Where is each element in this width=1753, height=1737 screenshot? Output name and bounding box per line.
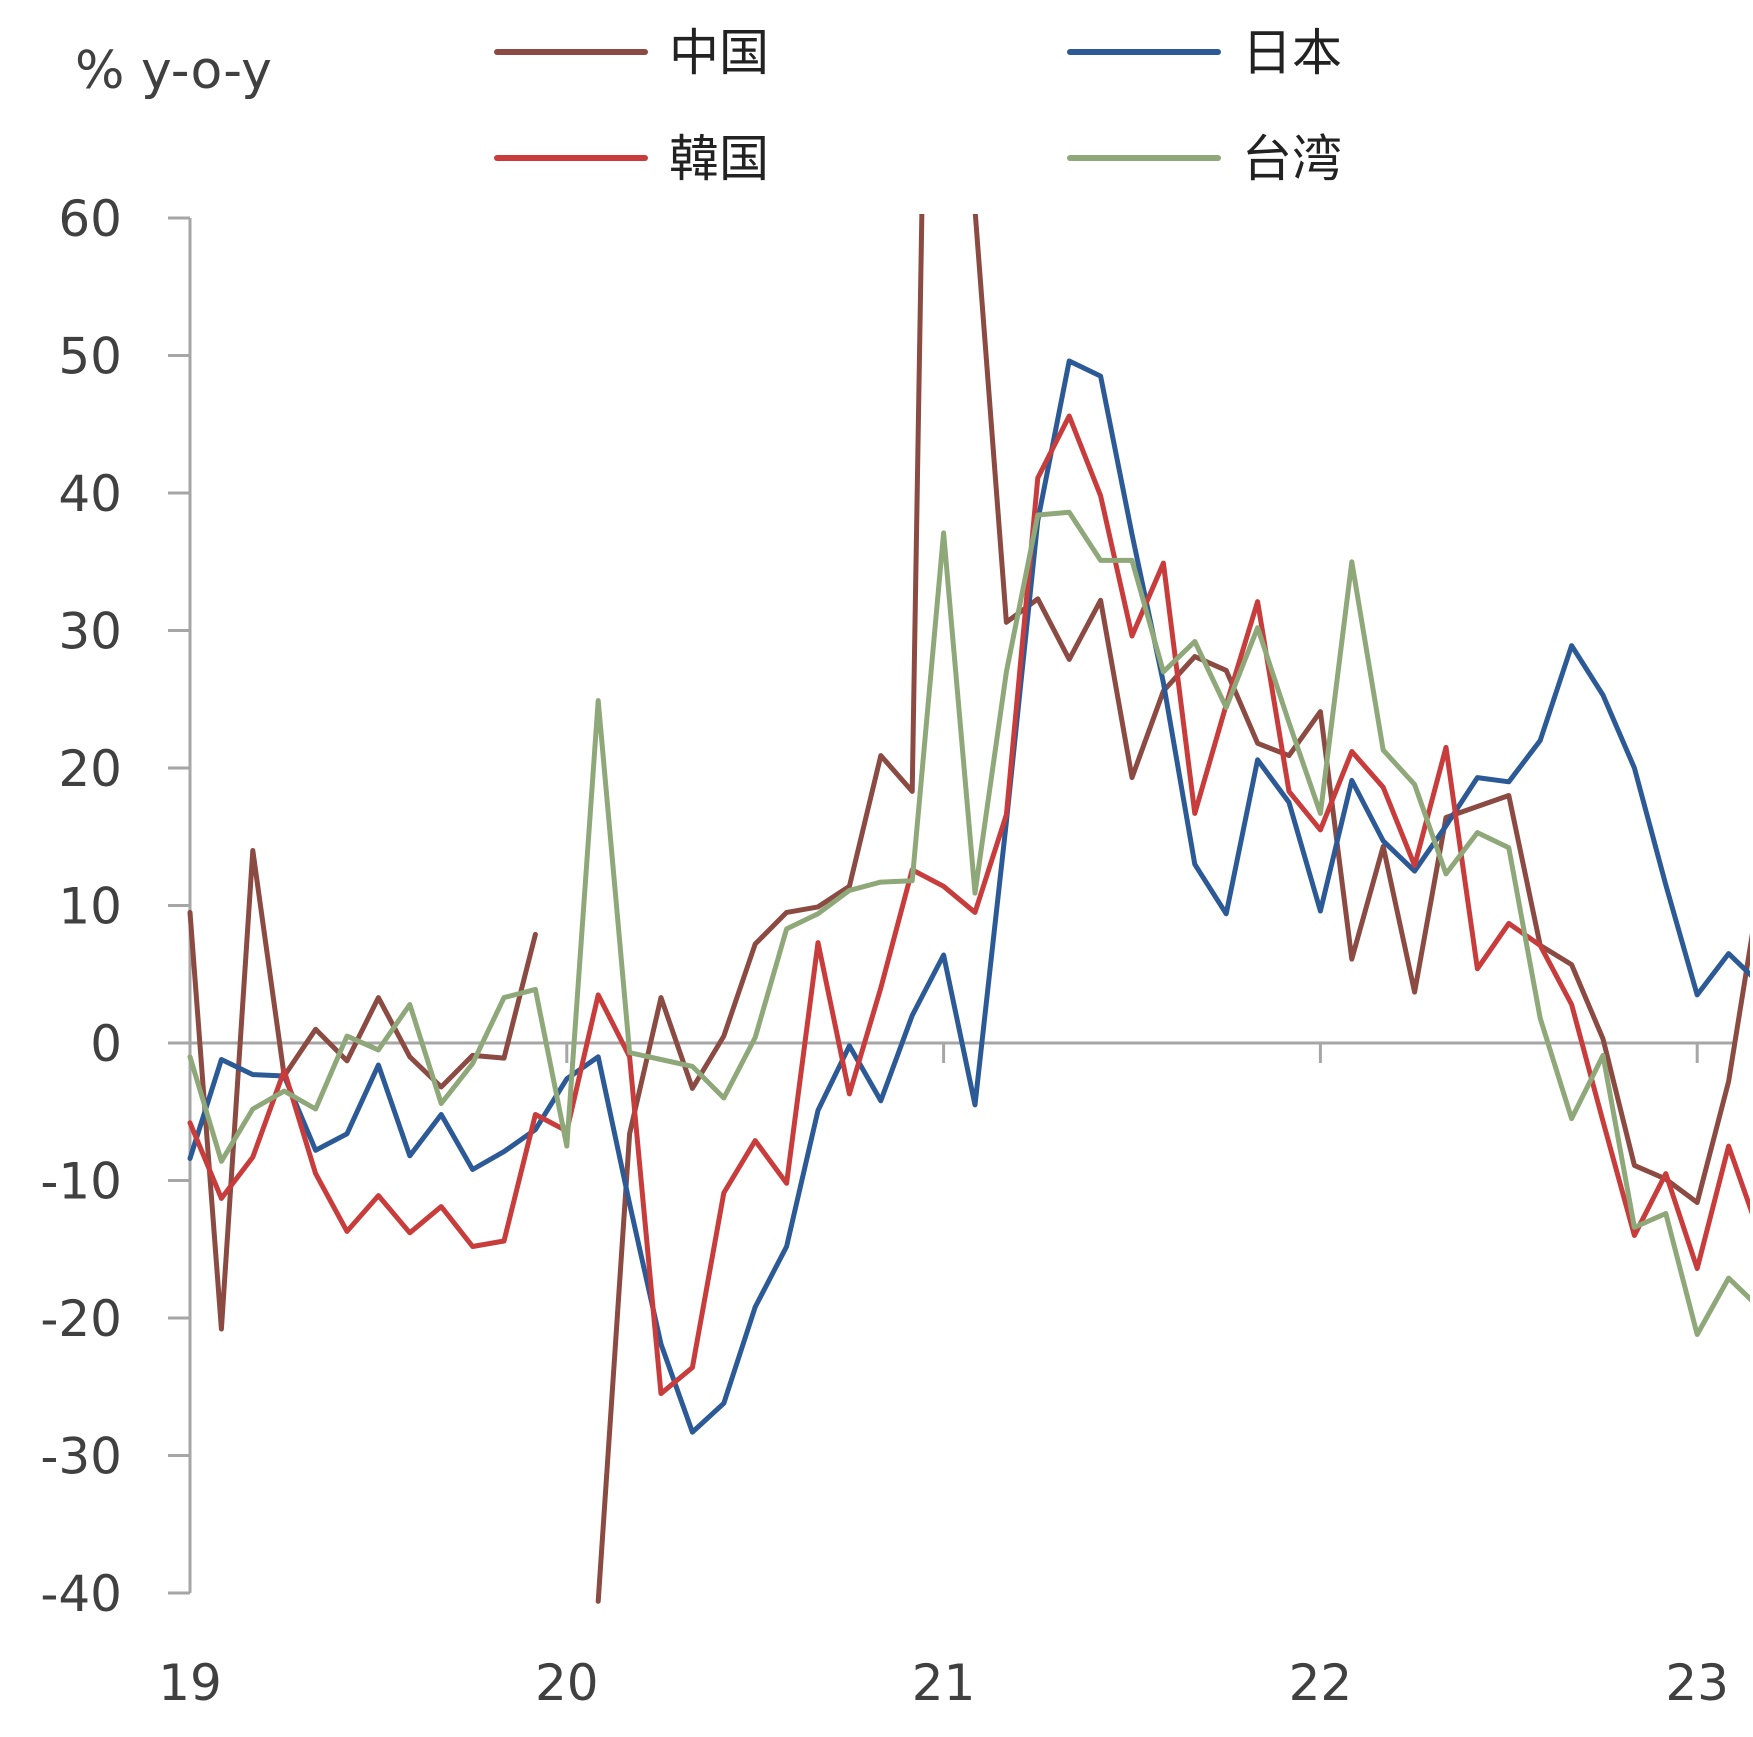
y-unit-label: % y-o-y bbox=[75, 41, 272, 101]
y-tick-label: -10 bbox=[40, 1153, 122, 1211]
series-line bbox=[187, 848, 538, 1332]
x-axis: 19 20 21 22 23 bbox=[158, 1041, 1735, 1712]
series-line bbox=[187, 509, 1750, 1337]
x-tick-label: 19 bbox=[158, 1654, 222, 1712]
legend-item: 中国 bbox=[494, 24, 769, 82]
y-tick-label: -30 bbox=[40, 1428, 122, 1486]
series-3 bbox=[187, 509, 1750, 1337]
y-tick-label: 60 bbox=[58, 190, 122, 248]
legend-item: 台湾 bbox=[1067, 130, 1342, 188]
legend-item: 日本 bbox=[1067, 24, 1342, 82]
x-tick-label: 22 bbox=[1289, 1654, 1353, 1712]
y-tick-label: 0 bbox=[90, 1015, 122, 1073]
series-line bbox=[595, 214, 1750, 1604]
y-axis: 60 50 40 30 20 10 0 -10 -20 -30 -40 bbox=[40, 190, 192, 1623]
series-0 bbox=[187, 214, 1750, 1604]
y-tick-label: -40 bbox=[40, 1565, 122, 1623]
series-2 bbox=[187, 413, 1750, 1397]
legend-label: 台湾 bbox=[1242, 130, 1342, 188]
x-tick-label: 21 bbox=[912, 1654, 976, 1712]
legend-item: 韓国 bbox=[494, 130, 769, 188]
x-tick-label: 20 bbox=[535, 1654, 599, 1712]
legend-label: 日本 bbox=[1242, 24, 1342, 82]
series-layer bbox=[187, 214, 1750, 1604]
y-tick-label: 30 bbox=[58, 603, 122, 661]
series-line bbox=[187, 413, 1750, 1397]
x-tick-label: 23 bbox=[1665, 1654, 1729, 1712]
legend-label: 韓国 bbox=[669, 130, 769, 188]
y-tick-label: 20 bbox=[58, 740, 122, 798]
y-tick-label: 40 bbox=[58, 465, 122, 523]
legend-label: 中国 bbox=[669, 24, 769, 82]
y-tick-label: 50 bbox=[58, 328, 122, 386]
y-tick-label: -20 bbox=[40, 1290, 122, 1348]
y-tick-label: 10 bbox=[58, 878, 122, 936]
